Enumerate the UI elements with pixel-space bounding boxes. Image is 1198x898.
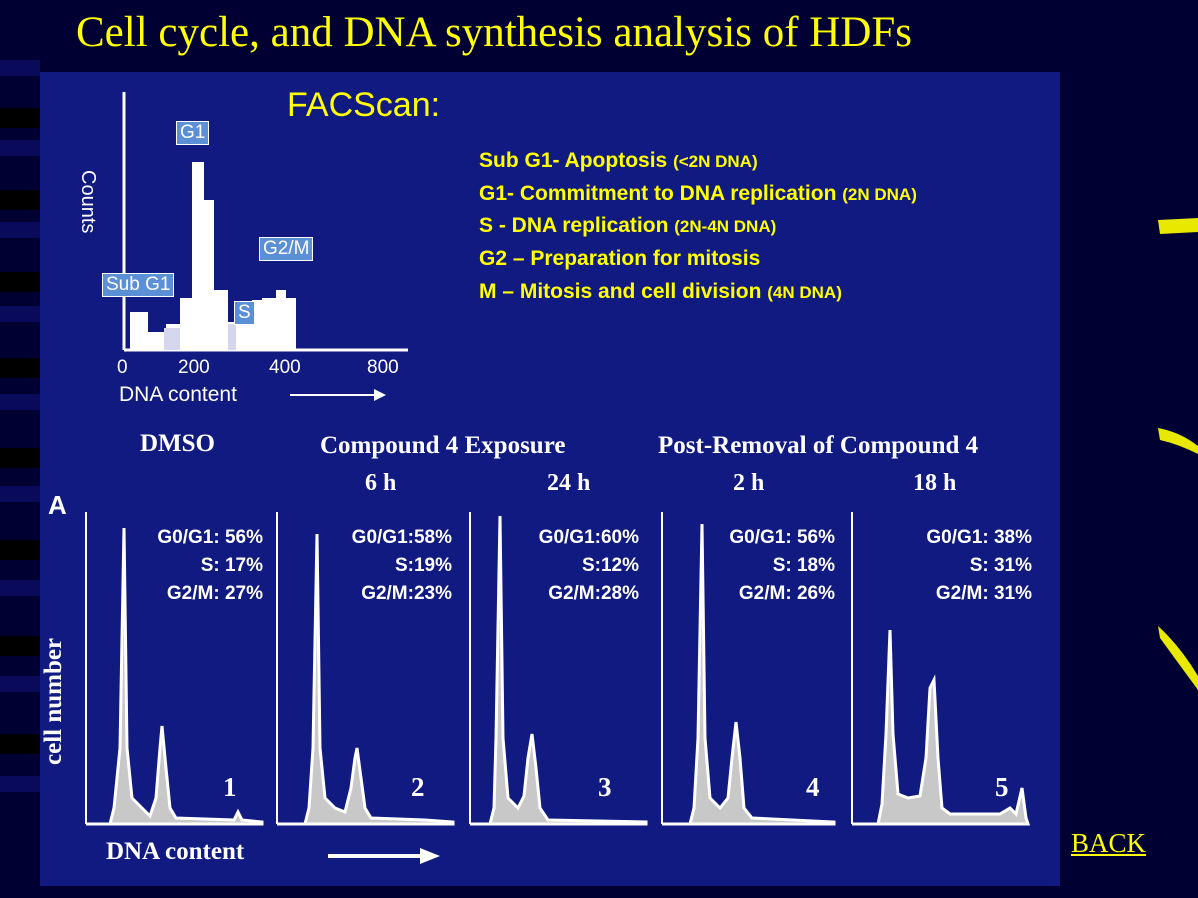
facscan-x-tick: 800: [367, 357, 399, 378]
group-heading-dmso: DMSO: [140, 430, 215, 457]
g0g1-stat: G0/G1: 56%: [157, 527, 263, 548]
legend-item: Sub G1- Apoptosis (<2N DNA): [479, 149, 758, 173]
figure-panel-label: A: [48, 490, 67, 520]
g2m-stat: G2/M:28%: [548, 583, 639, 604]
facscan-x-tick: 200: [178, 357, 210, 378]
group-heading-removal: Post-Removal of Compound 4: [658, 432, 979, 459]
timepoint-label: 2 h: [733, 470, 765, 496]
g1-peak-tag: G1: [176, 121, 210, 145]
legend-text: M – Mitosis and cell division: [479, 280, 762, 303]
panel-number: 4: [806, 772, 820, 802]
histogram-panel-4: [661, 512, 836, 826]
legend-item: G1- Commitment to DNA replication (2N DN…: [479, 182, 917, 206]
s-stat: S:19%: [394, 555, 452, 576]
legend-item: M – Mitosis and cell division (4N DNA): [479, 280, 842, 304]
g0g1-stat: G0/G1: 38%: [926, 527, 1032, 548]
arrow-right-icon: [290, 389, 386, 401]
legend-item: S - DNA replication (2N-4N DNA): [479, 214, 776, 238]
g0g1-stat: G0/G1: 56%: [729, 527, 835, 548]
s-stat: S: 18%: [772, 555, 835, 576]
panel-stats: G0/G1:60% S:12% G2/M:28%: [539, 524, 639, 608]
legend-item: G2 – Preparation for mitosis: [479, 247, 760, 271]
g2m-peak-tag: G2/M: [259, 237, 314, 261]
panel-stats: G0/G1: 56% S: 17% G2/M: 27%: [157, 524, 263, 608]
timepoint-label: 18 h: [913, 470, 957, 496]
histogram-panel-5: [851, 512, 1030, 826]
g2m-stat: G2/M: 27%: [166, 583, 263, 604]
g2m-stat: G2/M:23%: [361, 583, 452, 604]
panel-stats: G0/G1:58% S:19% G2/M:23%: [352, 524, 452, 608]
subg1-peak-tag: Sub G1: [102, 273, 175, 297]
legend-note: (2N DNA): [842, 185, 917, 204]
panel-stats: G0/G1: 56% S: 18% G2/M: 26%: [729, 524, 835, 608]
dna-content-axis-label: DNA content: [106, 838, 245, 865]
legend-note: (<2N DNA): [673, 152, 758, 171]
legend-note: (4N DNA): [767, 283, 842, 302]
g0g1-stat: G0/G1:58%: [351, 527, 452, 548]
back-link[interactable]: BACK: [1071, 828, 1147, 858]
yellow-swoosh-decoration: [1158, 218, 1198, 690]
histogram-panel-3: [469, 512, 648, 826]
panel-number: 1: [223, 772, 237, 802]
facscan-x-tick: 400: [269, 357, 301, 378]
panel-stats: G0/G1: 38% S: 31% G2/M: 31%: [926, 524, 1032, 608]
g0g1-stat: G0/G1:60%: [538, 527, 639, 548]
facscan-x-axis-label: DNA content: [119, 383, 237, 406]
timepoint-label: 6 h: [365, 470, 397, 496]
g2m-stat: G2/M: 31%: [935, 583, 1032, 604]
s-stat: S: 31%: [969, 555, 1032, 576]
panel-number: 2: [411, 772, 425, 802]
legend-text: G1- Commitment to DNA replication: [479, 182, 837, 205]
legend-text: S - DNA replication: [479, 214, 669, 237]
panel-number: 5: [995, 772, 1009, 802]
histogram-panel-1: [85, 512, 264, 826]
facscan-y-axis-label: Counts: [77, 170, 99, 234]
timepoint-label: 24 h: [547, 470, 591, 496]
s-stat: S: 17%: [200, 555, 263, 576]
cell-number-axis-label: cell number: [40, 637, 67, 765]
legend-text: G2 – Preparation for mitosis: [479, 247, 761, 270]
group-heading-exposure: Compound 4 Exposure: [320, 432, 566, 459]
facscan-title: FACScan:: [287, 86, 441, 124]
arrow-right-icon: [328, 848, 440, 864]
facscan-x-tick: 0: [117, 357, 128, 378]
legend-text: Sub G1- Apoptosis: [479, 149, 668, 172]
legend-note: (2N-4N DNA): [674, 217, 777, 236]
facscan-histogram: [122, 92, 408, 352]
g2m-stat: G2/M: 26%: [738, 583, 835, 604]
s-stat: S:12%: [581, 555, 639, 576]
histogram-panel-2: [276, 512, 455, 826]
panel-number: 3: [598, 772, 612, 802]
slide-title: Cell cycle, and DNA synthesis analysis o…: [76, 9, 913, 56]
s-peak-tag: S: [234, 301, 255, 325]
